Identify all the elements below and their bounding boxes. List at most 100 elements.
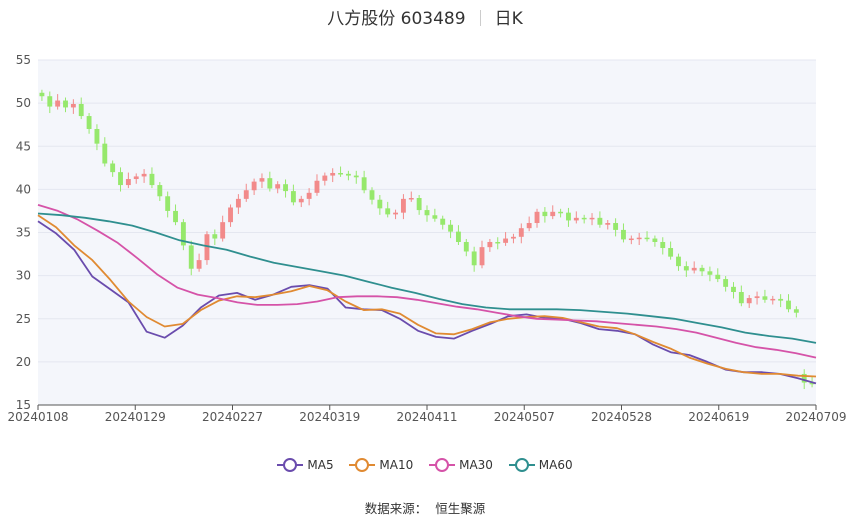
- legend-label-ma30: MA30: [459, 458, 493, 472]
- candle-body: [550, 211, 556, 217]
- candle-body: [628, 238, 634, 241]
- candle-body: [267, 178, 273, 189]
- candle-body: [738, 292, 744, 304]
- candle-body: [110, 163, 116, 173]
- candle-body: [306, 192, 312, 199]
- candle-body: [180, 222, 186, 246]
- candle-body: [424, 210, 430, 216]
- candle-body: [149, 173, 155, 186]
- legend-swatch-ma10: [349, 458, 376, 472]
- candle-body: [196, 260, 202, 269]
- candle-body: [298, 198, 304, 203]
- candle-body: [731, 286, 736, 293]
- candle-body: [251, 181, 257, 191]
- candle-body: [235, 198, 241, 208]
- candle-body: [220, 222, 226, 239]
- candle-body: [613, 223, 619, 230]
- candle-body: [102, 143, 108, 164]
- candle-body: [762, 296, 768, 300]
- candle-body: [715, 274, 721, 280]
- y-tick-label: 55: [16, 53, 31, 67]
- candle-body: [652, 238, 658, 242]
- candle-body: [212, 234, 218, 239]
- candle-body: [385, 208, 391, 215]
- x-tick-label: 20240129: [105, 410, 166, 424]
- y-tick-label: 45: [16, 139, 31, 153]
- legend-item-ma30[interactable]: MA30: [429, 458, 493, 472]
- legend-swatch-ma5: [277, 458, 304, 472]
- candle-body: [683, 266, 689, 271]
- data-source: 数据来源： 恒生聚源: [0, 498, 850, 517]
- candle-body: [353, 175, 359, 178]
- candle-body: [636, 237, 642, 240]
- header-divider: [479, 10, 481, 26]
- candle-body: [621, 229, 626, 240]
- candle-body: [188, 245, 194, 269]
- legend-item-ma60[interactable]: MA60: [508, 458, 573, 472]
- candle-body: [699, 267, 705, 272]
- candle-body: [338, 172, 343, 175]
- legend-item-ma5[interactable]: MA5: [277, 458, 334, 472]
- candle-body: [133, 176, 139, 180]
- candle-body: [723, 279, 729, 287]
- candle-body: [322, 175, 328, 181]
- candle-body: [746, 298, 752, 304]
- candle-body: [377, 199, 383, 209]
- candle-body: [542, 211, 548, 217]
- source-label: 数据来源：: [364, 501, 428, 516]
- y-tick-label: 25: [16, 312, 31, 326]
- legend-item-ma10[interactable]: MA10: [349, 458, 413, 472]
- candle-body: [416, 198, 422, 211]
- candle-body: [566, 212, 571, 221]
- x-tick-label: 20240319: [299, 410, 360, 424]
- ma-line-ma60: [37, 212, 817, 344]
- candle-body: [605, 223, 611, 225]
- candle-body: [471, 251, 477, 266]
- candle-body: [157, 185, 163, 197]
- candle-body: [801, 373, 807, 383]
- x-tick-label: 20240411: [396, 410, 457, 424]
- candle-body: [707, 271, 713, 275]
- legend: MA5 MA10 MA30 MA60: [0, 458, 850, 475]
- period-label: 日K: [494, 9, 523, 29]
- candle-body: [770, 298, 776, 301]
- candle-body: [691, 267, 697, 271]
- chart-header: 八方股份 603489 日K: [0, 4, 850, 29]
- x-tick-label: 20240619: [688, 410, 749, 424]
- x-tick-label: 20240528: [591, 410, 652, 424]
- candle-body: [778, 298, 784, 301]
- candle-body: [165, 196, 171, 211]
- candle-body: [487, 241, 493, 248]
- candle-body: [361, 177, 367, 191]
- candle-body: [660, 241, 666, 249]
- candle-body: [63, 100, 68, 108]
- candle-body: [314, 180, 320, 193]
- candle-body: [676, 256, 681, 267]
- candle-body: [125, 179, 131, 186]
- candle-body: [463, 241, 469, 252]
- y-tick-label: 30: [16, 269, 31, 283]
- legend-label-ma10: MA10: [379, 458, 414, 472]
- legend-label-ma60: MA60: [538, 458, 573, 472]
- candle-body: [432, 215, 438, 219]
- candle-body: [503, 238, 509, 243]
- candle-body: [448, 224, 454, 232]
- candle-body: [558, 211, 564, 214]
- candle-body: [55, 100, 61, 107]
- candle-body: [243, 190, 249, 199]
- candle-body: [518, 228, 524, 237]
- candle-body: [495, 241, 501, 244]
- candle-body: [39, 92, 45, 97]
- candle-body: [94, 129, 100, 144]
- candle-body: [173, 210, 178, 223]
- ma-line-ma30: [37, 204, 817, 359]
- legend-swatch-ma30: [429, 458, 456, 472]
- y-tick-label: 50: [16, 96, 31, 110]
- candle-body: [283, 184, 288, 192]
- candle-body: [204, 234, 210, 261]
- y-tick-label: 15: [16, 398, 31, 412]
- candle-body: [47, 96, 53, 107]
- ma-line-ma5: [37, 220, 817, 385]
- candle-body: [369, 190, 375, 200]
